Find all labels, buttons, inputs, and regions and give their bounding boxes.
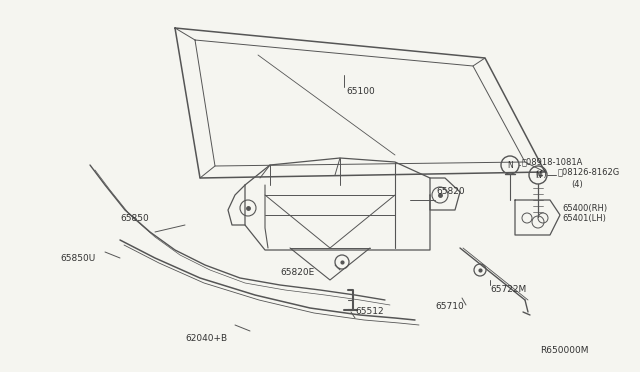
Text: 65401(LH): 65401(LH) — [562, 214, 606, 223]
Text: 65850U: 65850U — [60, 254, 95, 263]
Text: 65100: 65100 — [346, 87, 375, 96]
Text: 65722M: 65722M — [490, 285, 526, 294]
Text: 62040+B: 62040+B — [185, 334, 227, 343]
Text: N: N — [535, 170, 541, 180]
Text: N: N — [507, 160, 513, 170]
Text: R650000M: R650000M — [540, 346, 589, 355]
Text: ⓝ08918-1081A: ⓝ08918-1081A — [522, 157, 584, 166]
Text: 65710: 65710 — [435, 302, 464, 311]
Text: (4): (4) — [571, 180, 583, 189]
Text: 65820: 65820 — [436, 187, 465, 196]
Text: 65400(RH): 65400(RH) — [562, 204, 607, 213]
Text: (4): (4) — [535, 170, 547, 179]
Text: ⓝ08126-8162G: ⓝ08126-8162G — [558, 167, 620, 176]
Text: 65850: 65850 — [120, 214, 148, 223]
Text: 65820E: 65820E — [280, 268, 314, 277]
Text: 65512: 65512 — [355, 307, 383, 316]
